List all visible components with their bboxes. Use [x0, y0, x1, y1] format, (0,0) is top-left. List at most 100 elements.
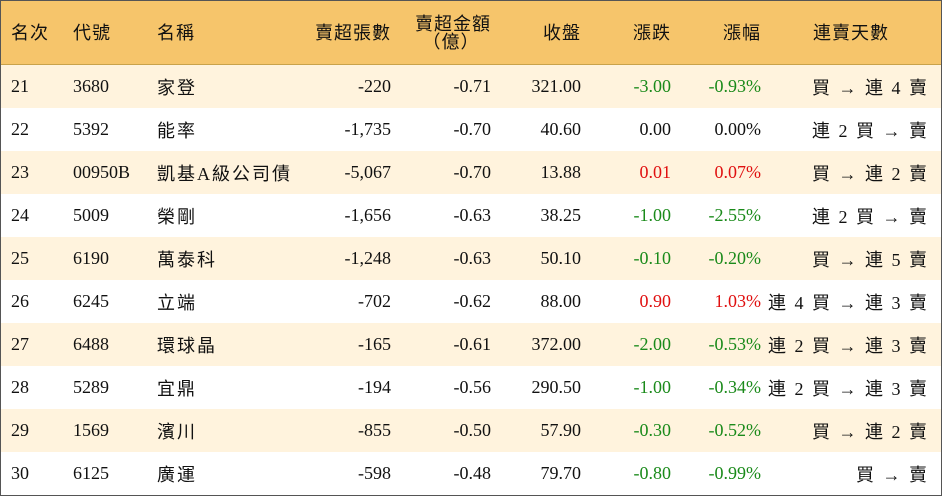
- row-name: 廣運: [157, 464, 197, 485]
- row-volume: -855: [358, 420, 391, 440]
- row-volume: -194: [358, 377, 391, 397]
- row-code: 3680: [73, 76, 109, 96]
- row-close: 372.00: [531, 334, 582, 354]
- row-volume: -702: [358, 291, 391, 311]
- row-percent: -0.99%: [708, 463, 762, 483]
- row-close: 321.00: [531, 76, 582, 96]
- row-code: 6245: [73, 291, 109, 311]
- row-close: 38.25: [540, 205, 582, 225]
- row-amount: -0.48: [453, 463, 492, 483]
- row-days: 買 → 連 2 賣: [812, 421, 929, 442]
- header-volume: 賣超張數: [315, 22, 391, 43]
- row-change: -1.00: [633, 205, 672, 225]
- row-close: 50.10: [540, 248, 582, 268]
- row-percent: 0.07%: [714, 162, 762, 182]
- row-days: 連 4 買 → 連 3 賣: [768, 292, 929, 313]
- row-name: 凱基A級公司債: [157, 163, 292, 184]
- row-rank: 29: [11, 420, 29, 440]
- table-header: 名次 代號 名稱 賣超張數 賣超金額 （億） 收盤 漲跌 漲幅 連賣天數: [1, 1, 941, 65]
- row-days: 連 2 買 → 賣: [812, 206, 929, 227]
- row-close: 13.88: [540, 162, 582, 182]
- row-percent: -0.53%: [708, 334, 762, 354]
- row-volume: -5,067: [344, 162, 392, 182]
- row-code: 00950B: [73, 162, 131, 182]
- row-days: 買 → 賣: [856, 464, 929, 485]
- row-change: -1.00: [633, 377, 672, 397]
- row-days: 買 → 連 4 賣: [812, 77, 929, 98]
- row-percent: 1.03%: [714, 291, 762, 311]
- row-name: 宜鼎: [157, 378, 197, 399]
- row-volume: -165: [358, 334, 391, 354]
- row-close: 290.50: [531, 377, 582, 397]
- header-close: 收盤: [543, 22, 581, 43]
- header-change: 漲跌: [633, 22, 671, 43]
- row-close: 88.00: [540, 291, 582, 311]
- row-percent: -2.55%: [708, 205, 762, 225]
- header-amount: 賣超金額 （億）: [399, 1, 491, 64]
- row-rank: 21: [11, 76, 29, 96]
- row-amount: -0.56: [453, 377, 492, 397]
- row-name: 能率: [157, 120, 197, 141]
- row-rank: 22: [11, 119, 29, 139]
- table-row: 29 1569 濱川 -855 -0.50 57.90 -0.30 -0.52% 買 → 連 2…: [1, 409, 941, 452]
- row-rank: 25: [11, 248, 29, 268]
- table-row: 25 6190 萬泰科 -1,248 -0.63 50.10 -0.10 -0.20% 買 → …: [1, 237, 941, 280]
- row-percent: -0.93%: [708, 76, 762, 96]
- row-code: 5392: [73, 119, 109, 139]
- row-name: 萬泰科: [157, 249, 217, 270]
- table-row: 28 5289 宜鼎 -194 -0.56 290.50 -1.00 -0.34% 連 2 買 …: [1, 366, 941, 409]
- header-days: 連賣天數: [813, 22, 889, 43]
- table-row: 27 6488 環球晶 -165 -0.61 372.00 -2.00 -0.53% 連 2 買…: [1, 323, 941, 366]
- row-volume: -1,735: [344, 119, 392, 139]
- row-change: -2.00: [633, 334, 672, 354]
- row-amount: -0.50: [453, 420, 492, 440]
- table-row: 24 5009 榮剛 -1,656 -0.63 38.25 -1.00 -2.55% 連 2 買…: [1, 194, 941, 237]
- row-code: 6488: [73, 334, 109, 354]
- row-percent: -0.52%: [708, 420, 762, 440]
- header-rank: 名次: [11, 22, 49, 43]
- row-percent: 0.00%: [714, 119, 762, 139]
- row-code: 1569: [73, 420, 109, 440]
- row-close: 57.90: [540, 420, 582, 440]
- row-percent: -0.20%: [708, 248, 762, 268]
- row-amount: -0.71: [453, 76, 492, 96]
- row-amount: -0.61: [453, 334, 492, 354]
- row-rank: 24: [11, 205, 29, 225]
- row-amount: -0.62: [453, 291, 492, 311]
- row-volume: -1,656: [344, 205, 392, 225]
- row-name: 立端: [157, 292, 197, 313]
- row-volume: -220: [358, 76, 391, 96]
- row-code: 6190: [73, 248, 109, 268]
- row-change: -0.10: [633, 248, 672, 268]
- header-name: 名稱: [157, 22, 195, 43]
- row-rank: 23: [11, 162, 29, 182]
- table-row: 22 5392 能率 -1,735 -0.70 40.60 0.00 0.00% 連 2 買 →…: [1, 108, 941, 151]
- table-row: 26 6245 立端 -702 -0.62 88.00 0.90 1.03% 連 4 買 → 連…: [1, 280, 941, 323]
- row-code: 5009: [73, 205, 109, 225]
- row-amount: -0.70: [453, 162, 492, 182]
- row-name: 家登: [157, 77, 197, 98]
- row-days: 買 → 連 2 賣: [812, 163, 929, 184]
- row-name: 榮剛: [157, 206, 197, 227]
- row-close: 79.70: [540, 463, 582, 483]
- row-name: 環球晶: [157, 335, 217, 356]
- row-days: 買 → 連 5 賣: [812, 249, 929, 270]
- table-row: 23 00950B 凱基A級公司債 -5,067 -0.70 13.88 0.01 0.07%…: [1, 151, 941, 194]
- row-rank: 27: [11, 334, 29, 354]
- row-change: -3.00: [633, 76, 672, 96]
- row-change: 0.00: [639, 119, 672, 139]
- header-code: 代號: [73, 22, 111, 43]
- row-change: -0.30: [633, 420, 672, 440]
- row-change: 0.01: [639, 162, 672, 182]
- row-percent: -0.34%: [708, 377, 762, 397]
- row-change: 0.90: [639, 291, 672, 311]
- row-code: 5289: [73, 377, 109, 397]
- row-rank: 26: [11, 291, 29, 311]
- row-name: 濱川: [157, 421, 197, 442]
- row-change: -0.80: [633, 463, 672, 483]
- row-volume: -1,248: [344, 248, 392, 268]
- header-amount-line2: （億）: [422, 31, 480, 52]
- row-days: 連 2 買 → 連 3 賣: [768, 335, 929, 356]
- row-amount: -0.63: [453, 248, 492, 268]
- row-rank: 28: [11, 377, 29, 397]
